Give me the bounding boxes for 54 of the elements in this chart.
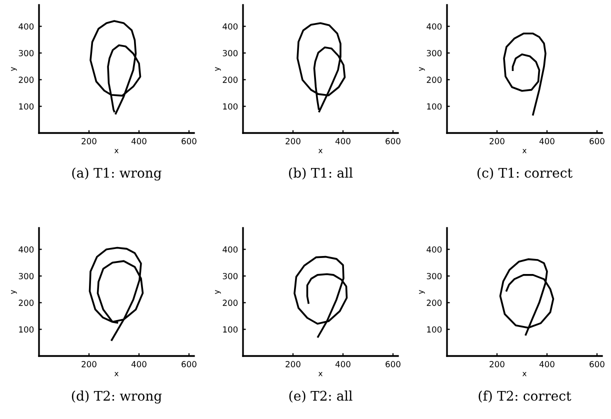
y-tick-label: 100 [427,326,442,333]
y-tick-label: 400 [222,246,238,253]
x-tick-label: 600 [386,361,400,368]
y-tick-label: 400 [18,246,34,253]
y-tick-label: 400 [426,23,442,30]
y-tick-label: 300 [18,272,34,280]
y-tick-label: 200 [426,300,442,306]
y-tick-label: 300 [426,272,442,280]
y-tick-label: 100 [427,103,442,110]
x-tick-label: 400 [131,361,146,368]
text: (a) T1: wrong [72,168,162,181]
y-tick-label: 100 [19,103,34,110]
x-tick-label: 600 [386,138,400,144]
text: (f) T2: correct [478,390,572,403]
y-tick-label: 200 [18,300,34,306]
y-tick-label: 300 [18,50,34,56]
y-tick-label: 200 [222,76,238,83]
line-series [499,258,554,336]
x-tick-label: 200 [286,138,300,144]
x-tick-label: 400 [335,361,350,368]
y-tick-label: 400 [426,246,442,253]
x-tick-label: 400 [539,138,554,144]
x-tick-label: 600 [182,138,196,144]
y-tick-label: 300 [426,50,442,56]
line-series [90,20,142,114]
x-tick-label: 600 [590,138,604,144]
y-tick-label: 400 [18,23,34,30]
text: (b) T1: all [289,168,353,180]
x-tick-label: 200 [82,138,96,144]
line-series [88,246,144,341]
text: (c) T1: correct [477,168,572,180]
text: (d) T2: wrong [72,390,162,404]
x-tick-label: 200 [490,138,504,144]
x-tick-label: 400 [131,138,146,144]
y-tick-label: 300 [222,272,238,280]
y-tick-label: 100 [223,103,238,110]
line-series [294,256,348,338]
y-tick-label: 400 [222,23,238,30]
y-tick-label: 100 [223,326,238,333]
text: (e) T2: all [289,390,352,403]
y-tick-label: 200 [18,76,34,83]
y-tick-label: 200 [222,300,238,306]
y-tick-label: 200 [426,76,442,83]
line-series [296,22,346,112]
x-tick-label: 400 [335,138,350,144]
x-tick-label: 600 [182,361,196,368]
y-tick-label: 100 [19,326,34,333]
x-tick-label: 200 [490,361,504,368]
x-tick-label: 200 [286,361,300,368]
line-series [503,32,546,116]
x-tick-label: 200 [82,361,96,368]
x-tick-label: 400 [539,361,554,368]
y-tick-label: 300 [222,50,238,56]
x-tick-label: 600 [590,361,604,368]
